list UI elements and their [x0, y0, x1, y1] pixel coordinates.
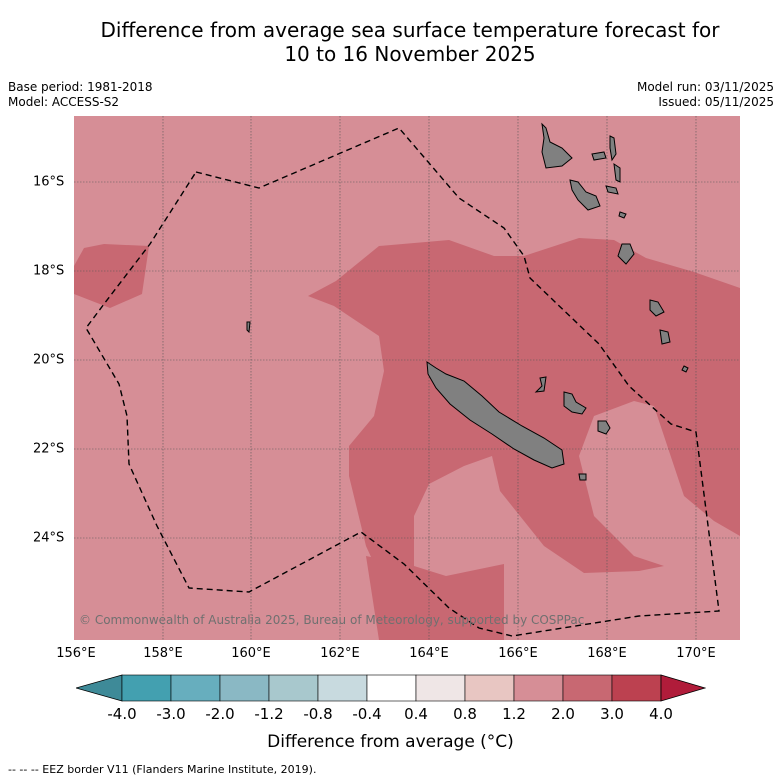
vanuatu-shepherd	[618, 211, 627, 219]
colorbar-bin	[513, 674, 564, 702]
latitude-label: 16°S	[33, 174, 65, 190]
eez-legend-footer: -- -- -- EEZ border V11 (Flanders Marine…	[8, 763, 317, 776]
issued-date: Issued: 05/11/2025	[658, 95, 774, 109]
loyalty-island-mare	[597, 420, 611, 435]
colorbar-bin	[464, 674, 515, 702]
chart-title: Difference from average sea surface temp…	[40, 18, 780, 66]
warm-anomaly-region-west	[74, 244, 149, 308]
colorbar-tick: -3.0	[156, 705, 186, 723]
latitude-label: 24°S	[33, 530, 65, 546]
colorbar-label: Difference from average (°C)	[267, 732, 514, 752]
eez-border	[85, 127, 720, 637]
vanuatu-small-islands	[605, 185, 619, 195]
title-line-2: 10 to 16 November 2025	[284, 42, 536, 66]
longitude-label: 162°E	[320, 646, 360, 661]
warm-anomaly-region-south	[366, 556, 504, 640]
model-run: Model run: 03/11/2025	[636, 80, 774, 94]
colorbar-tick: 0.8	[453, 705, 477, 723]
longitude-label: 156°E	[56, 646, 96, 661]
isle-of-pines	[578, 473, 587, 481]
chesterfield-island	[246, 321, 251, 334]
colorbar-bin	[317, 674, 368, 702]
colorbar-tick: 4.0	[649, 705, 673, 723]
colorbar-extend-low	[76, 674, 123, 702]
vanuatu-aneityum	[681, 365, 689, 373]
colorbar-tick: -1.2	[254, 705, 284, 723]
colorbar-bin	[415, 674, 466, 702]
colorbar-tick: -4.0	[107, 705, 137, 723]
colorbar-tick: -0.4	[352, 705, 382, 723]
vanuatu-efate	[617, 243, 635, 265]
colorbar-tick: 2.0	[551, 705, 575, 723]
latitude-label: 18°S	[33, 263, 65, 279]
colorbar-bin	[219, 674, 270, 702]
graticule	[74, 116, 740, 640]
latitude-label: 22°S	[33, 441, 65, 457]
colorbar-bin	[121, 674, 172, 702]
vanuatu-espiritu-santo	[541, 122, 573, 169]
colorbar-tick: 3.0	[600, 705, 624, 723]
meta-left: Base period: 1981-2018 Model: ACCESS-S2	[8, 80, 153, 110]
colorbar-extend-high	[660, 674, 706, 702]
new-caledonia-land	[426, 361, 565, 469]
longitude-label: 170°E	[676, 646, 716, 661]
sst-anomaly-map: © Commonwealth of Australia 2025, Bureau…	[74, 116, 740, 640]
colorbar-bin	[562, 674, 613, 702]
colorbar-bin	[611, 674, 662, 702]
colorbar	[76, 674, 706, 702]
colorbar-tick: 0.4	[404, 705, 428, 723]
longitude-label: 166°E	[498, 646, 538, 661]
warm-anomaly-region-center	[308, 238, 740, 581]
longitude-label: 164°E	[409, 646, 449, 661]
vanuatu-malakula	[569, 179, 601, 211]
longitude-label: 160°E	[231, 646, 271, 661]
land-masses	[246, 122, 689, 481]
loyalty-island-lifou	[563, 391, 587, 415]
vanuatu-maewo	[609, 135, 617, 162]
longitude-label: 168°E	[587, 646, 627, 661]
colorbar-tick: -0.8	[303, 705, 333, 723]
colorbar-tick: 1.2	[502, 705, 526, 723]
vanuatu-pentecost	[613, 162, 621, 183]
latitude-label: 20°S	[33, 352, 65, 368]
vanuatu-ambae	[591, 151, 607, 161]
base-period: Base period: 1981-2018	[8, 80, 153, 94]
loyalty-island-ouvea	[534, 376, 547, 393]
map-copyright: © Commonwealth of Australia 2025, Bureau…	[79, 613, 584, 627]
colorbar-bin	[366, 674, 417, 702]
title-line-1: Difference from average sea surface temp…	[100, 18, 720, 42]
vanuatu-erromango	[649, 299, 665, 317]
vanuatu-tanna	[659, 329, 671, 345]
colorbar-bin	[268, 674, 319, 702]
meta-right: Model run: 03/11/2025 Issued: 05/11/2025	[637, 80, 774, 110]
longitude-label: 158°E	[143, 646, 183, 661]
colorbar-tick: -2.0	[205, 705, 235, 723]
colorbar-bin	[170, 674, 221, 702]
model-name: Model: ACCESS-S2	[8, 95, 120, 109]
